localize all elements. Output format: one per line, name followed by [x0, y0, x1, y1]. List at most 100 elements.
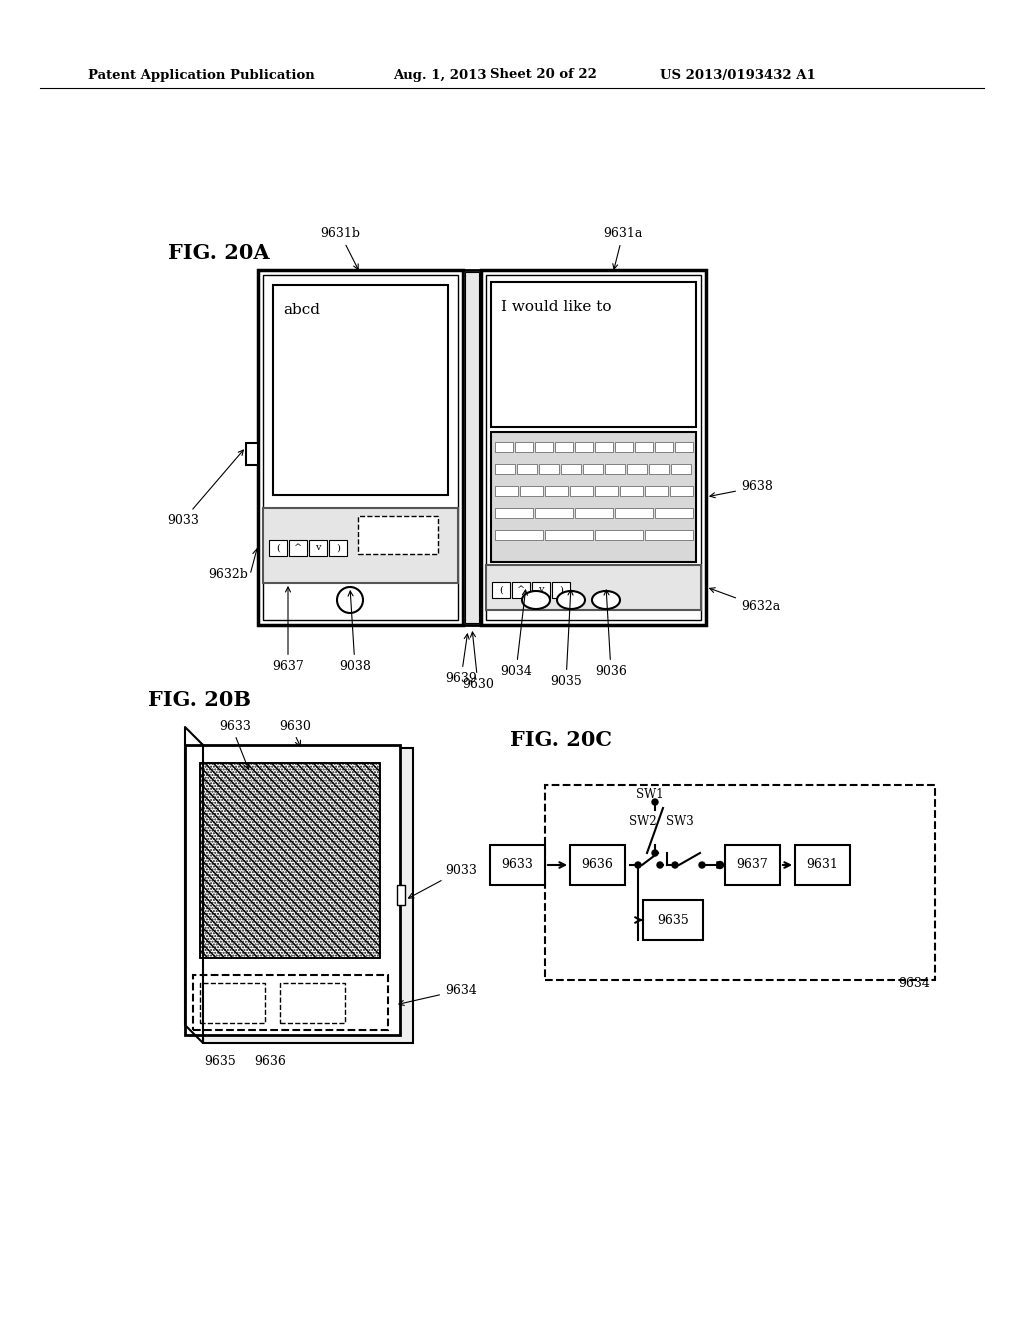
Bar	[615, 442, 633, 451]
Bar	[200, 763, 380, 958]
Bar	[495, 486, 518, 496]
Text: I would like to: I would like to	[501, 300, 611, 314]
Text: 9636: 9636	[581, 858, 613, 871]
Text: 9634: 9634	[399, 983, 477, 1006]
Bar	[465, 272, 479, 623]
Ellipse shape	[557, 591, 585, 609]
Bar	[486, 565, 701, 610]
Circle shape	[337, 587, 362, 612]
Bar	[615, 508, 653, 517]
Bar	[545, 531, 593, 540]
Bar	[481, 271, 706, 624]
Text: 9633: 9633	[501, 858, 532, 871]
Circle shape	[672, 862, 678, 869]
Bar	[397, 884, 406, 906]
Bar	[515, 442, 534, 451]
Text: FIG. 20C: FIG. 20C	[510, 730, 612, 750]
Bar	[492, 582, 510, 598]
Bar	[635, 442, 653, 451]
Text: 9632b: 9632b	[208, 569, 248, 582]
Bar	[605, 465, 625, 474]
Ellipse shape	[592, 591, 620, 609]
Bar	[583, 465, 603, 474]
Text: 9035: 9035	[550, 590, 582, 688]
Bar	[258, 271, 463, 624]
Text: 9637: 9637	[272, 587, 304, 673]
Bar	[495, 465, 515, 474]
Bar	[280, 983, 345, 1023]
Text: ^: ^	[294, 544, 302, 553]
Text: 9634: 9634	[898, 977, 930, 990]
Bar	[495, 531, 543, 540]
Bar	[725, 845, 780, 884]
Bar	[193, 975, 388, 1030]
Text: Aug. 1, 2013: Aug. 1, 2013	[393, 69, 486, 82]
Text: 9637: 9637	[736, 858, 768, 871]
Text: 9630: 9630	[280, 719, 311, 733]
Text: 9631a: 9631a	[603, 227, 643, 269]
Bar	[595, 531, 643, 540]
Text: v: v	[315, 544, 321, 553]
Bar	[643, 900, 703, 940]
Text: (: (	[276, 544, 280, 553]
Bar	[575, 442, 593, 451]
Bar	[269, 540, 287, 556]
Bar	[575, 508, 613, 517]
Bar	[620, 486, 643, 496]
Text: 9638: 9638	[710, 480, 773, 498]
Text: 9635: 9635	[657, 913, 689, 927]
Bar	[203, 748, 413, 1043]
Text: FIG. 20B: FIG. 20B	[148, 690, 251, 710]
Circle shape	[635, 862, 641, 869]
Text: 9631b: 9631b	[319, 227, 360, 269]
Bar	[555, 442, 573, 451]
Text: 9033: 9033	[409, 863, 477, 898]
Bar	[512, 582, 530, 598]
Bar	[570, 845, 625, 884]
Text: ): )	[559, 586, 563, 594]
Bar	[670, 486, 693, 496]
Text: (: (	[499, 586, 503, 594]
Bar	[273, 285, 449, 495]
Bar	[627, 465, 647, 474]
Text: 9038: 9038	[339, 591, 371, 673]
Text: SW2: SW2	[629, 814, 656, 828]
Bar	[552, 582, 570, 598]
Text: Patent Application Publication: Patent Application Publication	[88, 69, 314, 82]
Text: SW3: SW3	[667, 814, 694, 828]
Text: FIG. 20A: FIG. 20A	[168, 243, 269, 263]
Text: 9630: 9630	[462, 632, 494, 690]
Text: v: v	[539, 586, 544, 594]
Bar	[671, 465, 691, 474]
Bar	[517, 465, 537, 474]
Circle shape	[717, 862, 724, 869]
Text: US 2013/0193432 A1: US 2013/0193432 A1	[660, 69, 816, 82]
Bar	[539, 465, 559, 474]
Text: SW1: SW1	[636, 788, 664, 801]
Text: 9034: 9034	[500, 590, 531, 678]
Bar	[263, 508, 458, 583]
Bar	[263, 275, 458, 620]
Bar	[595, 442, 613, 451]
Circle shape	[657, 862, 663, 869]
Bar	[535, 442, 553, 451]
Bar	[490, 845, 545, 884]
Bar	[200, 763, 380, 958]
Bar	[520, 486, 543, 496]
Text: 9636: 9636	[254, 1055, 286, 1068]
Ellipse shape	[522, 591, 550, 609]
Text: 9632a: 9632a	[710, 587, 780, 614]
Bar	[490, 432, 696, 562]
Circle shape	[699, 862, 705, 869]
Text: abcd: abcd	[283, 304, 319, 317]
Bar	[570, 486, 593, 496]
Bar	[795, 845, 850, 884]
Bar	[545, 486, 568, 496]
Bar	[329, 540, 347, 556]
Bar	[495, 508, 534, 517]
Text: 9631: 9631	[806, 858, 838, 871]
Bar	[463, 271, 481, 624]
Bar	[561, 465, 581, 474]
Text: 9639: 9639	[445, 634, 477, 685]
Bar	[490, 282, 696, 426]
